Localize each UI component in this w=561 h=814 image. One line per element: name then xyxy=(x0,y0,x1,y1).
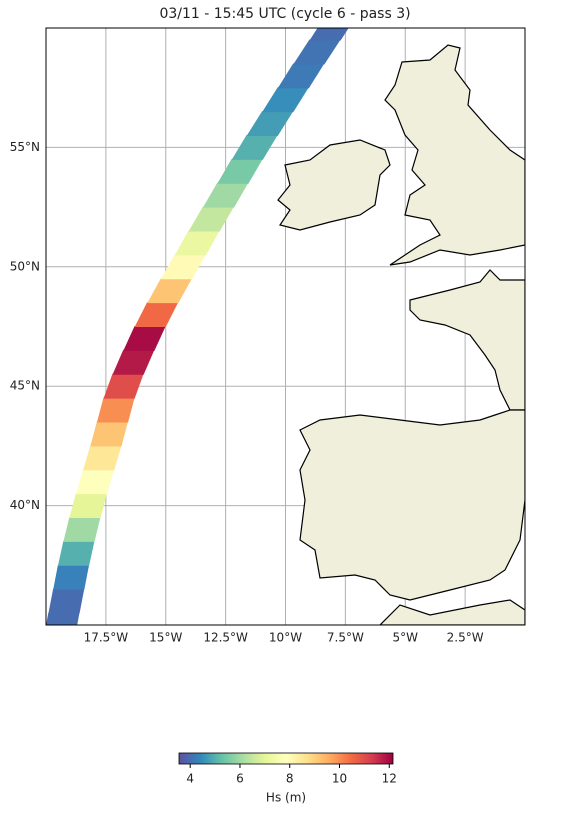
colorbar-tick-label: 4 xyxy=(186,772,194,786)
swath-cell xyxy=(246,111,294,136)
map xyxy=(46,28,525,625)
swath-cell xyxy=(160,254,206,280)
swath-cell xyxy=(202,182,249,208)
swath-cell xyxy=(75,469,115,495)
swath-cell xyxy=(103,373,144,399)
colorbar-tick-label: 8 xyxy=(286,772,294,786)
ireland xyxy=(277,139,391,231)
x-tick-label: 2.5°W xyxy=(447,631,484,645)
colorbar-tick-label: 12 xyxy=(382,772,397,786)
great-britain xyxy=(384,44,525,266)
map-frame xyxy=(45,27,526,626)
x-tick-label: 15°W xyxy=(149,631,182,645)
france xyxy=(409,269,525,411)
swath-cell xyxy=(309,28,349,41)
swath-cell xyxy=(53,564,90,590)
swath-cell xyxy=(134,302,179,327)
y-tick-label: 55°N xyxy=(10,140,40,154)
swath-cell xyxy=(96,397,135,423)
swath-cell xyxy=(174,230,220,256)
swath-cell xyxy=(293,39,341,65)
title: 03/11 - 15:45 UTC (cycle 6 - pass 3) xyxy=(159,6,410,22)
swath-cell xyxy=(231,134,278,160)
x-tick-label: 17.5°W xyxy=(84,631,129,645)
swath-cell xyxy=(123,326,166,351)
swath-cell xyxy=(48,588,85,614)
swath-cell xyxy=(57,540,95,566)
colorbar-tick-label: 10 xyxy=(332,772,347,786)
swath-cell xyxy=(217,158,263,184)
swath-cell xyxy=(188,206,235,232)
colorbar-tick-label: 6 xyxy=(236,772,244,786)
swath-cell xyxy=(112,349,155,375)
y-tick-label: 45°N xyxy=(10,379,40,393)
swath-cell xyxy=(262,87,309,113)
x-tick-label: 7.5°W xyxy=(327,631,364,645)
y-tick-label: 40°N xyxy=(10,498,40,512)
africa xyxy=(379,599,525,625)
swath-cell xyxy=(83,445,122,471)
swath-cell xyxy=(63,517,101,542)
swath-cell xyxy=(69,493,108,519)
y-tick-label: 50°N xyxy=(10,259,40,273)
swath-cell xyxy=(90,421,129,447)
iberia xyxy=(299,409,525,601)
x-tick-label: 10°W xyxy=(269,631,302,645)
colorbar-label: Hs (m) xyxy=(266,791,306,805)
x-tick-label: 12.5°W xyxy=(203,631,248,645)
x-tick-label: 5°W xyxy=(393,631,419,645)
swath-cell xyxy=(277,63,325,89)
swath-cell xyxy=(147,278,193,304)
colorbar xyxy=(178,752,394,765)
swath-cell xyxy=(46,612,80,625)
